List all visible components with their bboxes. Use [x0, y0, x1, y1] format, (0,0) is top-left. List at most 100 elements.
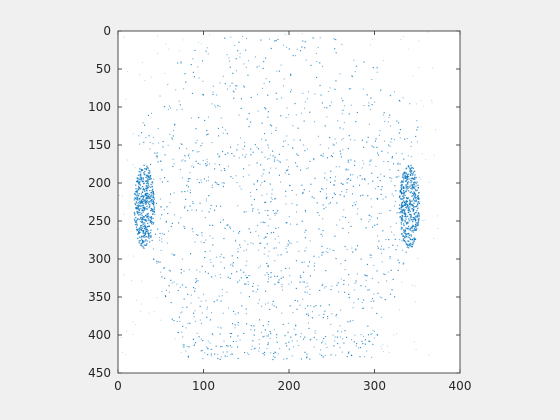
data-point — [359, 356, 361, 358]
data-point — [168, 230, 170, 232]
data-point — [255, 347, 257, 349]
data-point — [323, 337, 325, 339]
data-point — [414, 176, 416, 178]
data-point — [339, 127, 341, 129]
data-point — [189, 157, 191, 159]
data-point — [233, 155, 235, 157]
data-point — [272, 300, 274, 302]
data-point — [149, 221, 151, 223]
data-point — [250, 348, 252, 350]
data-point — [322, 251, 324, 253]
data-point — [166, 206, 168, 208]
data-point — [279, 161, 281, 163]
data-point — [277, 281, 279, 283]
data-point — [419, 177, 420, 178]
data-point — [412, 204, 414, 206]
data-point — [144, 240, 146, 242]
data-point — [408, 240, 410, 243]
data-point — [150, 229, 152, 231]
data-point — [401, 217, 403, 219]
data-point — [180, 217, 182, 219]
data-point — [403, 210, 405, 212]
data-point — [171, 137, 173, 139]
data-point — [195, 278, 197, 280]
data-point — [360, 258, 362, 260]
data-point — [264, 329, 266, 331]
data-point — [345, 191, 347, 193]
data-point — [140, 205, 142, 207]
data-point — [418, 198, 420, 200]
y-tick-label: 400 — [88, 328, 111, 342]
data-point — [335, 80, 337, 82]
data-point — [371, 172, 373, 174]
y-tick-label: 200 — [88, 176, 111, 190]
data-point — [347, 352, 349, 354]
data-point — [413, 197, 415, 200]
data-point — [183, 39, 185, 41]
data-point — [335, 39, 337, 41]
data-point — [330, 354, 332, 356]
data-point — [161, 276, 163, 278]
data-point — [274, 356, 276, 358]
data-point — [195, 281, 197, 283]
data-point — [135, 201, 137, 203]
data-point — [288, 240, 290, 242]
data-point — [252, 208, 254, 210]
data-point — [245, 211, 247, 213]
data-point — [183, 346, 185, 348]
data-point — [413, 181, 415, 183]
data-point — [194, 343, 196, 345]
data-point — [412, 229, 414, 231]
data-point — [239, 56, 241, 58]
data-point — [295, 334, 297, 336]
data-point — [407, 247, 410, 249]
data-point — [399, 309, 400, 311]
data-point — [410, 244, 412, 246]
data-point — [274, 40, 276, 42]
data-point — [185, 81, 187, 83]
data-point — [202, 340, 204, 342]
data-point — [332, 152, 334, 154]
data-point — [392, 195, 394, 197]
data-point — [181, 311, 183, 313]
data-point — [146, 180, 149, 182]
data-point — [359, 347, 361, 349]
data-point — [401, 233, 403, 235]
data-point — [387, 271, 389, 273]
data-point — [306, 282, 308, 284]
data-point — [373, 331, 375, 333]
data-point — [148, 177, 150, 179]
data-point — [418, 67, 420, 69]
data-point — [145, 197, 147, 199]
data-point — [335, 142, 337, 144]
data-point — [148, 233, 150, 235]
data-point — [405, 227, 407, 229]
data-point — [230, 36, 232, 38]
data-point — [153, 196, 155, 198]
data-point — [142, 232, 144, 234]
data-point — [253, 199, 255, 201]
data-point — [403, 208, 405, 210]
data-point — [204, 251, 206, 253]
data-point — [187, 293, 189, 295]
data-point — [365, 227, 367, 229]
data-point — [372, 329, 374, 331]
data-point — [264, 202, 266, 204]
data-point — [404, 138, 406, 140]
data-point — [149, 205, 151, 207]
data-point — [286, 159, 288, 161]
data-point — [168, 285, 170, 287]
data-point — [320, 154, 322, 156]
data-point — [264, 247, 266, 249]
data-point — [275, 212, 277, 214]
data-point — [150, 183, 152, 186]
plot-area — [118, 31, 460, 373]
data-point — [402, 219, 404, 221]
data-point — [285, 46, 287, 48]
data-point — [401, 227, 403, 229]
data-point — [136, 199, 138, 201]
data-point — [253, 183, 255, 185]
data-point — [337, 282, 339, 284]
data-point — [189, 172, 191, 174]
data-point — [219, 155, 221, 157]
